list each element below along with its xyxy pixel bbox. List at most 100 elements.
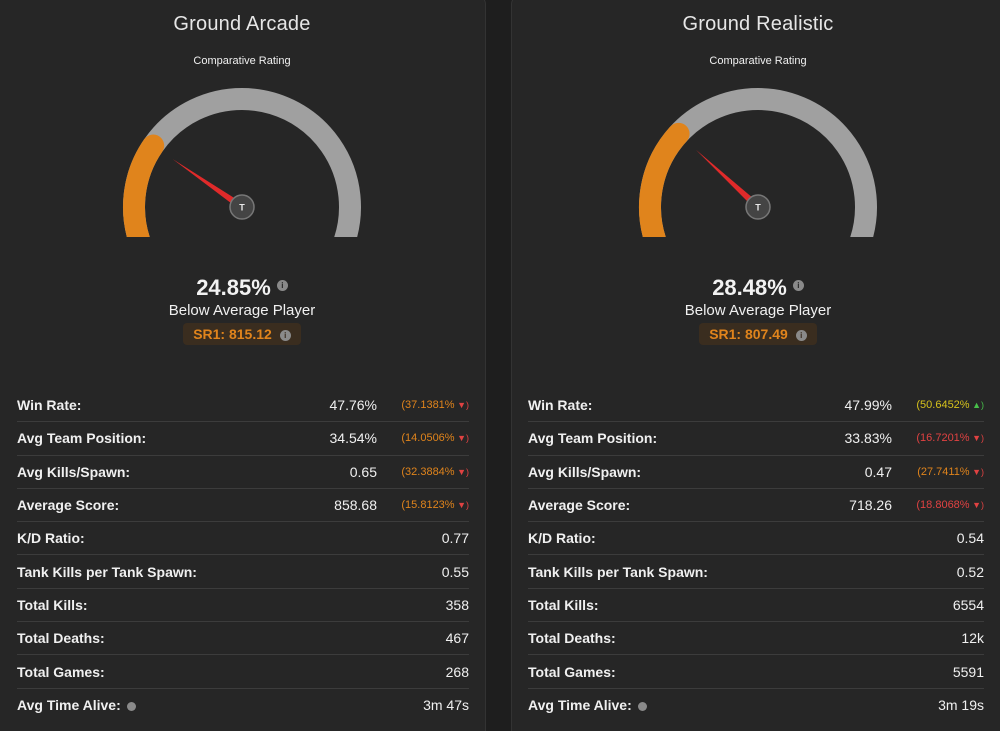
stat-value: 0.77 <box>441 530 469 547</box>
stat-label: Avg Team Position: <box>528 430 845 446</box>
info-dot-icon[interactable] <box>126 702 136 712</box>
stat-label: Tank Kills per Tank Spawn: <box>528 564 957 580</box>
stat-row: Avg Kills/Spawn: 0.47 (27.7411% ▼) <box>528 456 984 489</box>
sr-badge: SR1: 815.12 i <box>183 323 301 345</box>
stat-label-text: Win Rate: <box>17 397 82 414</box>
verdict-label: Below Average Player <box>684 302 832 319</box>
gauge-fill <box>639 122 690 237</box>
gauge-hub <box>745 194 771 220</box>
stat-delta-text: (50.6452% <box>916 399 970 412</box>
stat-row: Win Rate: 47.99% (50.6452% ▲) <box>528 389 984 423</box>
stat-row: Total Games: 5591 <box>528 655 984 689</box>
stat-value: 0.47 <box>864 463 892 480</box>
gauge-hub-label: T <box>239 203 245 213</box>
stat-label-text: Avg Time Alive: <box>528 697 632 714</box>
stat-delta: (50.6452% ▲) <box>902 399 984 411</box>
panel-ground-arcade: Ground Arcade Comparative Rating T 24.85… <box>0 0 486 731</box>
stat-label-text: Tank Kills per Tank Spawn: <box>528 563 708 580</box>
stat-delta-text: (18.8068% <box>916 499 970 512</box>
stat-label: Avg Time Alive: <box>528 697 938 713</box>
info-dot-icon[interactable] <box>637 702 647 712</box>
stat-value: 0.52 <box>956 563 984 580</box>
stat-value: 12k <box>961 630 984 647</box>
stat-row: Average Score: 858.68 (15.8123% ▼) <box>17 489 469 523</box>
stat-label-text: Avg Kills/Spawn: <box>17 463 131 480</box>
stat-row: K/D Ratio: 0.54 <box>528 522 984 556</box>
stat-label-text: K/D Ratio: <box>528 530 596 547</box>
stat-label: Total Games: <box>528 664 953 680</box>
panel-title: Ground Arcade <box>173 13 311 35</box>
stat-label-text: Average Score: <box>17 497 120 514</box>
rating-gauge: T <box>512 77 1000 237</box>
stat-label-text: Average Score: <box>528 497 631 514</box>
info-icon[interactable]: i <box>276 279 288 291</box>
stat-value: 0.54 <box>956 530 984 547</box>
stat-label-text: Total Games: <box>17 663 105 680</box>
stat-value: 3m 47s <box>423 697 469 714</box>
stat-label-text: Win Rate: <box>528 397 593 414</box>
stat-delta-text: (37.1381% <box>401 399 455 412</box>
stats-table: Win Rate: 47.76% (37.1381% ▼) Avg Team Posi… <box>17 389 469 722</box>
sr-value: SR1: 807.49 <box>709 326 788 342</box>
stat-row: K/D Ratio: 0.77 <box>17 522 469 556</box>
stat-row: Avg Time Alive: 3m 19s <box>528 689 984 722</box>
stat-value: 47.99% <box>844 397 892 414</box>
gauge-hub-label: T <box>755 203 761 213</box>
stat-delta: (14.0506% ▼) <box>387 432 469 444</box>
stat-value: 0.55 <box>441 563 469 580</box>
percent-rating: 28.48% i <box>512 275 1000 301</box>
info-icon[interactable]: i <box>279 329 291 341</box>
stat-label-text: Total Deaths: <box>17 630 105 647</box>
stat-label: Average Score: <box>17 497 334 513</box>
percent-value: 28.48% <box>712 275 787 300</box>
stat-value: 358 <box>445 596 469 613</box>
info-icon[interactable]: i <box>792 279 804 291</box>
gauge-svg: T <box>123 88 361 237</box>
stat-label-text: Total Kills: <box>17 596 88 613</box>
stat-label-text: Total Deaths: <box>528 630 616 647</box>
info-icon[interactable]: i <box>795 329 807 341</box>
trend-down-icon: ▼) <box>454 400 469 411</box>
stat-row: Average Score: 718.26 (18.8068% ▼) <box>528 489 984 523</box>
trend-down-icon: ▼) <box>969 466 984 477</box>
stat-delta: (37.1381% ▼) <box>387 399 469 411</box>
stat-label: Avg Kills/Spawn: <box>17 464 350 480</box>
sr-badge: SR1: 807.49 i <box>699 323 817 345</box>
stat-delta-text: (32.3884% <box>401 465 455 478</box>
stat-label: K/D Ratio: <box>17 530 442 546</box>
stat-label: Win Rate: <box>17 397 330 413</box>
stat-label: Average Score: <box>528 497 849 513</box>
stat-label-text: Tank Kills per Tank Spawn: <box>17 563 197 580</box>
stat-label: Avg Time Alive: <box>17 697 423 713</box>
stat-row: Avg Time Alive: 3m 47s <box>17 689 469 722</box>
gauge-needle <box>696 149 761 210</box>
stat-row: Tank Kills per Tank Spawn: 0.55 <box>17 555 469 589</box>
stat-label-text: Avg Team Position: <box>528 430 658 447</box>
stat-value: 718.26 <box>849 497 892 514</box>
stat-value: 33.83% <box>844 430 892 447</box>
rating-gauge: T <box>0 77 485 237</box>
trend-down-icon: ▼) <box>969 500 984 511</box>
trend-up-icon: ▲) <box>969 400 984 411</box>
stat-delta: (16.7201% ▼) <box>902 432 984 444</box>
stat-delta: (18.8068% ▼) <box>902 499 984 511</box>
stat-row: Win Rate: 47.76% (37.1381% ▼) <box>17 389 469 423</box>
stat-row: Avg Team Position: 33.83% (16.7201% ▼) <box>528 422 984 456</box>
trend-down-icon: ▼) <box>454 500 469 511</box>
stat-value: 34.54% <box>329 430 377 447</box>
stat-delta-text: (14.0506% <box>401 432 455 445</box>
stat-label: Avg Team Position: <box>17 430 330 446</box>
sr-value: SR1: 815.12 <box>193 326 272 342</box>
stat-label: Tank Kills per Tank Spawn: <box>17 564 442 580</box>
stat-label-text: Total Games: <box>528 663 616 680</box>
stat-row: Total Kills: 6554 <box>528 589 984 623</box>
stat-label-text: Total Kills: <box>528 596 599 613</box>
stat-row: Avg Kills/Spawn: 0.65 (32.3884% ▼) <box>17 456 469 489</box>
stat-label-text: Avg Team Position: <box>17 430 147 447</box>
stat-delta: (32.3884% ▼) <box>387 466 469 478</box>
stat-label-text: Avg Kills/Spawn: <box>528 463 642 480</box>
stats-table: Win Rate: 47.99% (50.6452% ▲) Avg Team Posi… <box>528 389 984 722</box>
stat-label: Total Games: <box>17 664 446 680</box>
gauge-needle <box>172 159 244 210</box>
